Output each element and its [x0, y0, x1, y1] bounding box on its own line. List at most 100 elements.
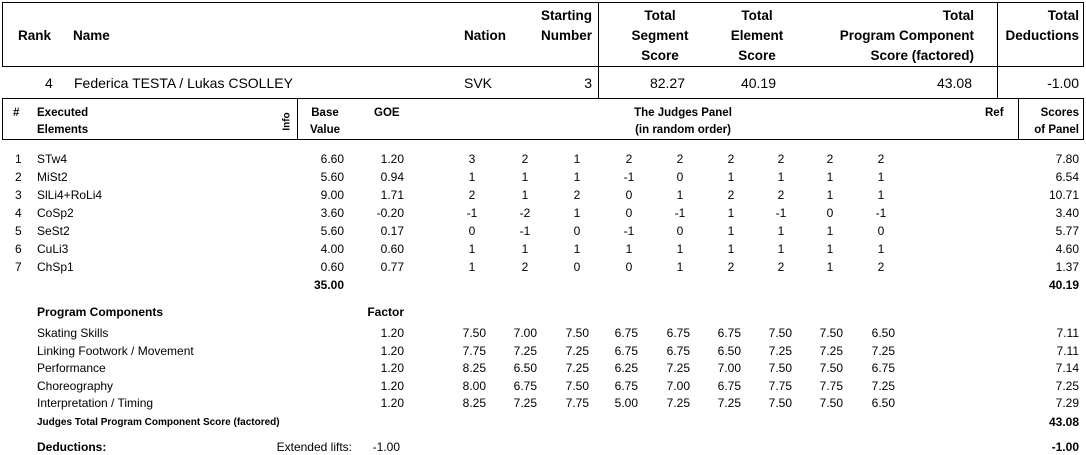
component-factor: 1.20: [380, 361, 404, 375]
element-judge-score: 1: [573, 242, 581, 256]
component-judge-score: 7.25: [871, 379, 895, 393]
element-judge-score: -1: [623, 224, 635, 238]
element-judge-score: 2: [676, 152, 684, 166]
element-judge-score: 0: [826, 206, 834, 220]
element-number: 2: [15, 170, 22, 184]
element-judge-score: 0: [625, 188, 633, 202]
element-judge-score: 2: [777, 188, 785, 202]
component-judge-score: 7.50: [565, 379, 589, 393]
component-panel-score: 7.11: [1056, 344, 1079, 358]
header-divider-2: [997, 2, 998, 98]
element-judge-score: 2: [727, 152, 735, 166]
element-judge-score: -2: [519, 206, 531, 220]
element-name: ChSp1: [37, 260, 74, 274]
element-judge-score: 1: [676, 260, 684, 274]
element-base-value: 0.60: [320, 260, 344, 274]
scores-divider: [1018, 98, 1019, 140]
element-judge-score: 1: [727, 170, 735, 184]
element-goe: 1.20: [380, 152, 404, 166]
program-components-header: Program Components: [37, 305, 164, 319]
component-name: Linking Footwork / Movement: [37, 344, 194, 358]
element-name: CoSp2: [37, 206, 74, 220]
element-panel-score: 5.77: [1055, 224, 1079, 238]
element-base-value: 9.00: [320, 188, 344, 202]
element-judge-score: 2: [521, 152, 529, 166]
component-judge-score: 7.75: [819, 379, 843, 393]
elements-score-total: 40.19: [1048, 278, 1079, 292]
skater-rank: 4: [45, 75, 53, 91]
element-number: 3: [15, 188, 22, 202]
element-judge-score: 3: [468, 152, 476, 166]
element-judge-score: 1: [826, 224, 834, 238]
component-judge-score: 6.25: [614, 361, 638, 375]
components-total-score: 43.08: [1048, 415, 1079, 429]
element-judge-score: 1: [727, 242, 735, 256]
component-judge-score: 7.75: [768, 379, 792, 393]
element-name: MiSt2: [37, 170, 68, 184]
element-judge-score: 0: [625, 260, 633, 274]
deduction-item-value: -1.00: [372, 440, 400, 454]
component-name: Performance: [37, 361, 106, 375]
component-panel-score: 7.29: [1055, 396, 1079, 410]
element-judge-score: 1: [521, 242, 529, 256]
element-base-value: 6.60: [320, 152, 344, 166]
component-judge-score: 7.25: [565, 344, 589, 358]
element-name: STw4: [37, 152, 68, 166]
component-panel-score: 7.14: [1055, 361, 1079, 375]
element-judge-score: 1: [877, 242, 885, 256]
element-judge-score: 2: [877, 260, 885, 274]
component-judge-score: 7.25: [565, 361, 589, 375]
element-judge-score: 1: [521, 170, 529, 184]
deduction-item-label: Extended lifts:: [276, 440, 352, 454]
element-panel-score: 1.37: [1055, 260, 1079, 274]
skater-name: Federica TESTA / Lukas CSOLLEY: [74, 75, 293, 91]
component-judge-score: 6.75: [666, 344, 690, 358]
component-judge-score: 6.50: [871, 326, 895, 340]
element-judge-score: 1: [727, 224, 735, 238]
element-number: 1: [15, 152, 22, 166]
element-base-value: 3.60: [320, 206, 344, 220]
element-judge-score: 2: [727, 260, 735, 274]
component-judge-score: 8.25: [462, 396, 486, 410]
component-judge-score: 7.50: [565, 326, 589, 340]
component-name: Interpretation / Timing: [37, 396, 154, 410]
element-judge-score: 0: [877, 224, 885, 238]
element-judge-score: -1: [775, 206, 787, 220]
element-judge-score: 1: [573, 152, 581, 166]
starting-number-header: Starting Number: [540, 8, 592, 43]
element-goe: 0.60: [380, 242, 404, 256]
element-judge-score: -1: [674, 206, 686, 220]
element-base-value: 5.60: [320, 170, 344, 184]
element-goe: 0.77: [380, 260, 404, 274]
nation-header: Nation: [464, 28, 506, 43]
element-goe: 0.94: [380, 170, 404, 184]
component-judge-score: 7.25: [871, 344, 895, 358]
elements-header-box: [2, 98, 1084, 140]
component-judge-score: 8.25: [462, 361, 486, 375]
element-panel-score: 3.40: [1055, 206, 1079, 220]
element-name: SeSt2: [37, 224, 70, 238]
component-judge-score: 6.75: [871, 361, 895, 375]
element-judge-score: 2: [625, 152, 633, 166]
element-judge-score: 1: [777, 224, 785, 238]
element-judge-score: 1: [826, 260, 834, 274]
element-judge-score: 0: [573, 224, 581, 238]
component-judge-score: 7.75: [462, 344, 486, 358]
component-factor: 1.20: [380, 326, 404, 340]
executed-elements-header: Executed Elements: [37, 107, 89, 136]
component-judge-score: 7.50: [819, 396, 843, 410]
component-judge-score: 6.75: [614, 344, 638, 358]
element-judge-score: 1: [777, 242, 785, 256]
elements-base-total: 35.00: [313, 278, 344, 292]
element-base-value: 5.60: [320, 224, 344, 238]
component-judge-score: 7.75: [565, 396, 589, 410]
info-divider: [297, 98, 298, 140]
component-judge-score: 7.50: [768, 396, 792, 410]
element-name: CuLi3: [37, 242, 69, 256]
element-judge-score: 1: [521, 188, 529, 202]
component-name: Skating Skills: [37, 326, 109, 340]
info-header: Info: [281, 112, 293, 131]
element-number: 7: [15, 260, 22, 274]
element-goe: 0.17: [380, 224, 404, 238]
components-total-label: Judges Total Program Component Score (fa…: [37, 417, 280, 428]
